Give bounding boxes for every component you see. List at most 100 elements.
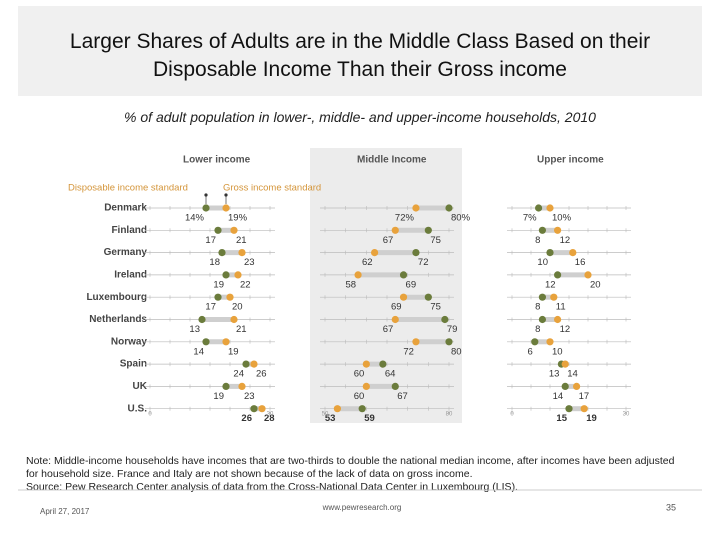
x-tick-label: 0 xyxy=(510,412,514,418)
dot xyxy=(250,405,258,413)
value-label: 8 xyxy=(535,235,540,246)
value-label: 79 xyxy=(447,324,458,335)
dot xyxy=(218,249,226,257)
value-label: 10% xyxy=(552,213,572,224)
category-label: UK xyxy=(133,381,148,392)
value-label: 17 xyxy=(205,235,216,246)
dot xyxy=(222,204,230,212)
category-label: Finland xyxy=(111,225,147,236)
panel-title: Middle Income xyxy=(357,155,427,166)
value-label: 67 xyxy=(383,324,394,335)
value-label: 26 xyxy=(256,369,267,380)
note: Note: Middle-income households have inco… xyxy=(26,455,675,480)
x-tick-label: 0 xyxy=(148,412,152,418)
value-label: 72 xyxy=(403,346,414,357)
category-label: Luxembourg xyxy=(86,292,147,303)
value-label: 15 xyxy=(556,413,567,424)
dot xyxy=(412,249,420,257)
value-label: 12 xyxy=(560,324,571,335)
dot xyxy=(379,360,387,368)
dot xyxy=(445,338,453,346)
dot xyxy=(554,226,562,234)
value-label: 8 xyxy=(535,302,540,313)
dot xyxy=(573,382,581,390)
dot xyxy=(538,315,547,324)
value-label: 80 xyxy=(451,346,462,357)
url: www.pewresearch.org xyxy=(322,503,402,512)
dot xyxy=(234,271,242,279)
value-label: 72% xyxy=(395,213,415,224)
dot xyxy=(358,405,366,413)
value-label: 80% xyxy=(451,213,471,224)
dot xyxy=(441,315,449,324)
dot xyxy=(238,249,246,257)
value-label: 13 xyxy=(189,324,200,335)
dot xyxy=(584,271,592,279)
value-label: 10 xyxy=(537,257,548,268)
value-label: 10 xyxy=(552,346,563,357)
value-label: 20 xyxy=(232,302,243,313)
dot xyxy=(214,226,222,234)
legend-label: Gross income standard xyxy=(223,183,321,194)
dot xyxy=(412,338,420,346)
category-label: Netherlands xyxy=(89,314,147,325)
chart-title: Larger Shares of Adults are in the Middl… xyxy=(69,30,651,81)
category-label: Ireland xyxy=(114,270,147,281)
legend-label: Disposable income standard xyxy=(68,183,188,194)
category-label: Spain xyxy=(120,359,147,370)
value-label: 20 xyxy=(590,279,601,290)
category-label: Norway xyxy=(111,336,148,347)
value-label: 62 xyxy=(362,257,373,268)
value-label: 7% xyxy=(523,213,537,224)
dot xyxy=(222,271,230,279)
dot xyxy=(554,271,562,279)
value-label: 60 xyxy=(354,369,365,380)
value-label: 6 xyxy=(528,346,533,357)
value-label: 21 xyxy=(236,324,247,335)
panel-title: Upper income xyxy=(537,155,604,166)
value-label: 23 xyxy=(244,257,255,268)
x-tick-label: 50 xyxy=(322,412,329,418)
dot xyxy=(362,382,370,390)
dot xyxy=(424,293,432,301)
dot xyxy=(546,338,554,346)
dot xyxy=(538,293,547,301)
middle-panel-shade xyxy=(310,148,462,423)
category-label: U.S. xyxy=(128,403,148,414)
dot xyxy=(250,360,258,368)
dot xyxy=(550,293,558,301)
value-label: 69 xyxy=(406,279,417,290)
dot xyxy=(222,382,230,390)
value-label: 64 xyxy=(385,369,396,380)
value-label: 72 xyxy=(418,257,429,268)
value-label: 12 xyxy=(560,235,571,246)
value-label: 60 xyxy=(354,391,365,402)
value-label: 8 xyxy=(535,324,540,335)
chart-subtitle: % of adult population in lower-, middle-… xyxy=(124,109,596,125)
value-label: 19 xyxy=(228,346,239,357)
value-label: 14% xyxy=(185,213,205,224)
dot xyxy=(222,338,230,346)
dot xyxy=(238,382,246,390)
dot xyxy=(538,226,547,234)
value-label: 12 xyxy=(545,279,556,290)
dot xyxy=(242,360,250,368)
value-label: 17 xyxy=(205,302,216,313)
dot xyxy=(561,360,569,368)
dot xyxy=(569,249,577,257)
dot xyxy=(391,315,399,324)
value-label: 59 xyxy=(364,413,375,424)
value-label: 19 xyxy=(586,413,597,424)
dot xyxy=(258,405,266,413)
title-bar xyxy=(18,6,702,96)
dot xyxy=(371,249,379,257)
value-label: 24 xyxy=(233,369,244,380)
value-label: 17 xyxy=(579,391,590,402)
value-label: 14 xyxy=(193,346,204,357)
value-label: 14 xyxy=(553,391,564,402)
value-label: 21 xyxy=(236,235,247,246)
legend-marker xyxy=(224,193,228,197)
dot xyxy=(565,405,573,413)
